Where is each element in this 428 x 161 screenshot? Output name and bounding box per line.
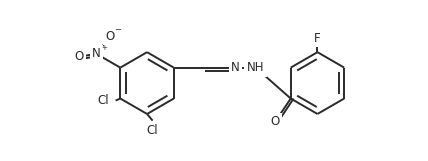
Text: N: N (231, 61, 240, 74)
Text: N: N (92, 47, 101, 60)
Text: O: O (106, 30, 115, 43)
Text: NH: NH (247, 61, 265, 74)
Text: +: + (101, 45, 107, 51)
Text: Cl: Cl (98, 94, 109, 107)
Text: F: F (314, 32, 321, 45)
Text: O: O (74, 50, 84, 63)
Text: −: − (114, 25, 121, 34)
Text: Cl: Cl (147, 124, 158, 137)
Text: O: O (270, 115, 280, 128)
